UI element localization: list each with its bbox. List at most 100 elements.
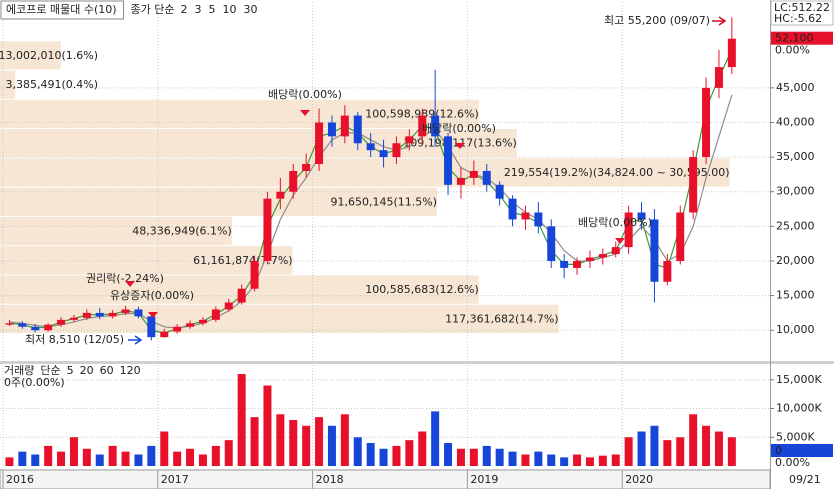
candle-body (276, 191, 285, 199)
volume-bar (418, 431, 427, 466)
volume-bar (160, 431, 169, 466)
candle-body (727, 38, 736, 68)
y-tick-label: 40,000 (776, 115, 815, 128)
candle-body (418, 115, 427, 137)
volume-bar (534, 451, 543, 466)
legend-item: 3 (195, 3, 202, 16)
candle-body (315, 122, 324, 165)
volume-bar (44, 445, 53, 466)
volume-bar (108, 445, 117, 466)
volume-bar (57, 451, 66, 466)
volume-bar (31, 454, 40, 466)
volume-legend-item: 단순 (40, 364, 60, 377)
last-change-label: 0.00% (775, 44, 810, 57)
volume-bar (650, 425, 659, 466)
legend-item: 30 (244, 3, 258, 16)
volume-last-box (771, 444, 833, 457)
volume-profile-bar (0, 70, 16, 99)
volume-profile-label: 117,361,682(14.7%) (445, 312, 559, 325)
legend-item: 5 (209, 3, 216, 16)
candle-body (482, 170, 491, 185)
volume-bar (689, 414, 698, 466)
volume-profile-label: 61,161,874(7.7%) (193, 254, 293, 267)
volume-profile-label: 3,385,491(0.4%) (5, 78, 98, 91)
candle-body (560, 260, 569, 268)
candle-body (69, 317, 78, 320)
volume-bar (456, 448, 465, 466)
volume-bar (211, 445, 220, 466)
event-arrow (300, 110, 310, 116)
candle-body (456, 177, 465, 185)
volume-bar (18, 451, 27, 466)
candle-body (147, 316, 156, 338)
y-tick-label: 20,000 (776, 254, 815, 267)
low-label: 최저 8,510 (12/05) (25, 333, 124, 346)
candle-body (663, 260, 672, 282)
volume-bar (5, 457, 14, 466)
volume-bar (405, 440, 414, 466)
volume-bar (366, 443, 375, 466)
volume-bar (315, 417, 324, 466)
candle-body (57, 319, 66, 325)
candle-body (547, 226, 556, 261)
y-tick-label: 30,000 (776, 185, 815, 198)
candle-body (31, 326, 40, 331)
y-tick-label: 15,000K (776, 373, 822, 386)
candle-body (18, 323, 27, 327)
lc-hc-box (770, 0, 834, 26)
candle-body (637, 212, 646, 220)
panel-separator (0, 361, 834, 364)
legend-label: 종가 단순 (131, 3, 175, 16)
volume-bar (469, 448, 478, 466)
last-price-box (771, 31, 833, 45)
candle-body (160, 331, 169, 338)
volume-bar (186, 448, 195, 466)
volume-bar (392, 445, 401, 466)
volume-bar (702, 425, 711, 466)
volume-bar (508, 451, 517, 466)
candle-body (508, 198, 517, 220)
volume-bar (495, 448, 504, 466)
high-label: 최고 55,200 (09/07) (604, 14, 710, 27)
candle-body (289, 170, 298, 192)
volume-profile-label: 91,650,145(11.5%) (330, 195, 437, 208)
volume-bar (263, 385, 272, 466)
volume-bar (69, 437, 78, 466)
candle-body (224, 302, 233, 310)
volume-bar (224, 440, 233, 466)
candle-body (521, 212, 530, 220)
volume-profile-bar (0, 158, 730, 187)
lc-label: LC:512.22 (774, 1, 830, 14)
volume-bar (121, 451, 130, 466)
candle-body (237, 288, 246, 303)
candle-body (444, 136, 453, 185)
volume-profile-label: 219,554(19.2%)(34,824.00 ~ 30,595.00) (504, 166, 730, 179)
volume-bar (727, 437, 736, 466)
volume-bar (276, 414, 285, 466)
candle-body (134, 309, 143, 317)
volume-legend-item: 60 (100, 364, 114, 377)
volume-bar (250, 417, 259, 466)
volume-bar (237, 374, 246, 466)
last-price-label: 52,100 (775, 32, 814, 45)
volume-bar (521, 454, 530, 466)
candle-body (379, 150, 388, 158)
candle-body (611, 247, 620, 255)
volume-profile-bar (0, 304, 559, 334)
candle-body (353, 115, 362, 144)
volume-bar (444, 443, 453, 466)
candle-body (624, 212, 633, 248)
event-arrow (615, 238, 625, 244)
volume-profile-bar (0, 129, 517, 158)
volume-bar (676, 437, 685, 466)
y-tick-label: 45,000 (776, 81, 815, 94)
volume-last-label: 0 (775, 444, 782, 457)
candle-body (121, 309, 130, 313)
volume-profile-label: 100,585,683(12.6%) (365, 283, 479, 296)
candle-body (573, 260, 582, 268)
candle-body (650, 219, 659, 282)
candle-body (44, 324, 53, 331)
candle-body (198, 319, 207, 324)
volume-bar (173, 451, 182, 466)
